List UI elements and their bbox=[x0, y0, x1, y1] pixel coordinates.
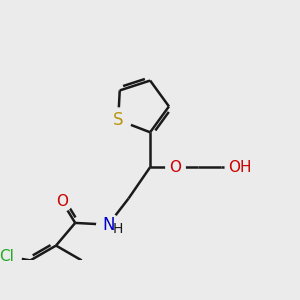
Text: O: O bbox=[169, 160, 181, 175]
Text: OH: OH bbox=[228, 160, 251, 175]
Text: S: S bbox=[113, 111, 123, 129]
Text: Cl: Cl bbox=[0, 249, 14, 264]
Text: O: O bbox=[56, 194, 68, 209]
Text: N: N bbox=[102, 216, 115, 234]
Text: H: H bbox=[113, 222, 123, 236]
